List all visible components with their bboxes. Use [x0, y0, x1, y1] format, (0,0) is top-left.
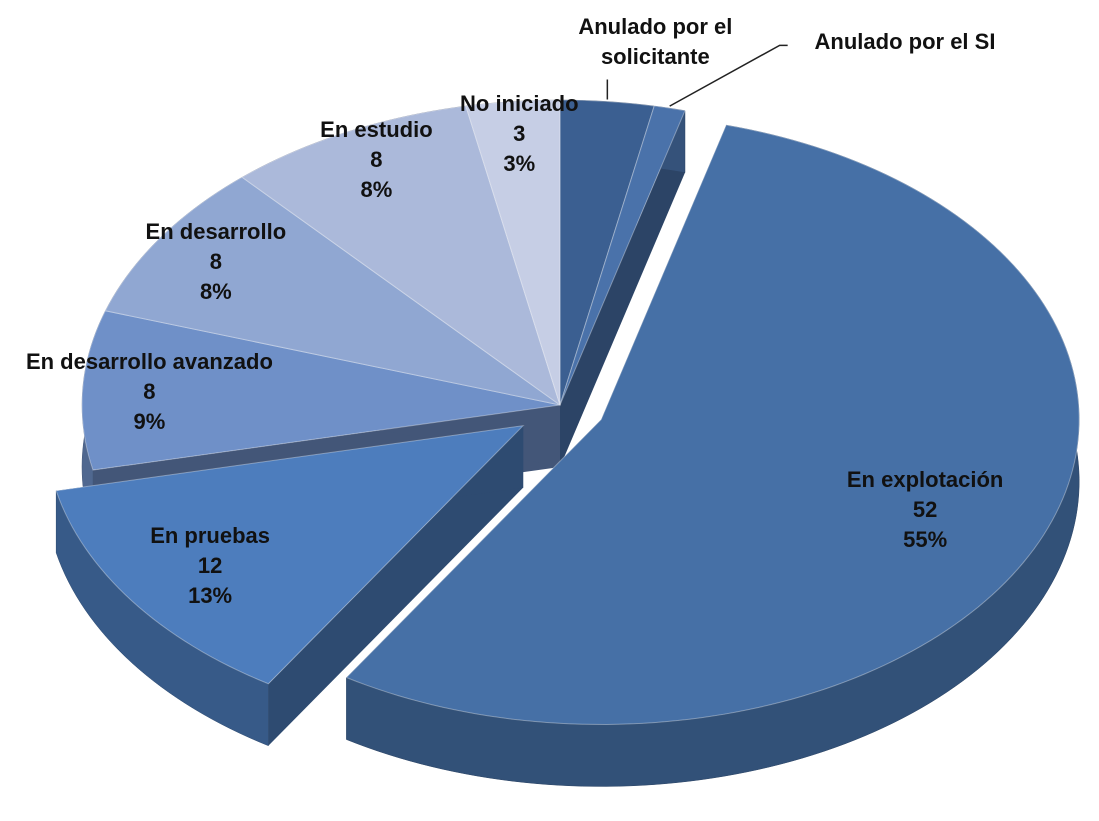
percent-label: 8% [199, 278, 232, 304]
category-label: Anulado por el solicitante [578, 14, 733, 69]
value-label: 3 [513, 120, 526, 146]
value-label: 12 [197, 552, 223, 578]
percent-label: 3% [503, 150, 536, 176]
percent-label: 55% [903, 527, 948, 553]
data-label: En estudio 8 8% [320, 115, 432, 205]
percent-label: 8% [360, 177, 393, 203]
slice [241, 105, 561, 407]
data-label: Anulado por el solicitante [560, 12, 750, 72]
value-label: 8 [209, 248, 222, 274]
data-label: En desarrollo 8 8% [146, 217, 287, 307]
data-label: En pruebas 12 13% [150, 521, 270, 611]
percent-label: 9% [133, 408, 166, 434]
slice [559, 105, 686, 406]
category-label: En explotación [846, 467, 1004, 493]
data-label: Anulado por el SI [815, 27, 996, 57]
category-label: En desarrollo avanzado [25, 348, 273, 374]
category-label: Anulado por el SI [814, 29, 996, 54]
slice [559, 99, 655, 406]
slice-wall [268, 425, 524, 746]
slice [345, 124, 1080, 725]
slice [55, 424, 525, 685]
slice-side [55, 490, 269, 747]
data-label: No iniciado 3 3% [460, 89, 579, 179]
leader-line [669, 44, 788, 107]
value-label: 8 [370, 147, 383, 173]
data-label: En desarrollo avanzado 8 9% [26, 347, 273, 437]
value-label: 52 [912, 497, 938, 523]
category-label: No iniciado [460, 90, 579, 116]
value-label: 8 [143, 378, 156, 404]
category-label: En desarrollo [145, 218, 287, 244]
pie-tops [55, 99, 1080, 725]
slice [81, 310, 561, 471]
slice [104, 176, 561, 406]
percent-label: 13% [188, 582, 233, 608]
data-label: En explotación 52 55% [847, 465, 1003, 555]
category-label: En estudio [320, 117, 433, 143]
slice [465, 99, 561, 406]
slice-wall [560, 110, 685, 468]
category-label: En pruebas [150, 522, 271, 548]
